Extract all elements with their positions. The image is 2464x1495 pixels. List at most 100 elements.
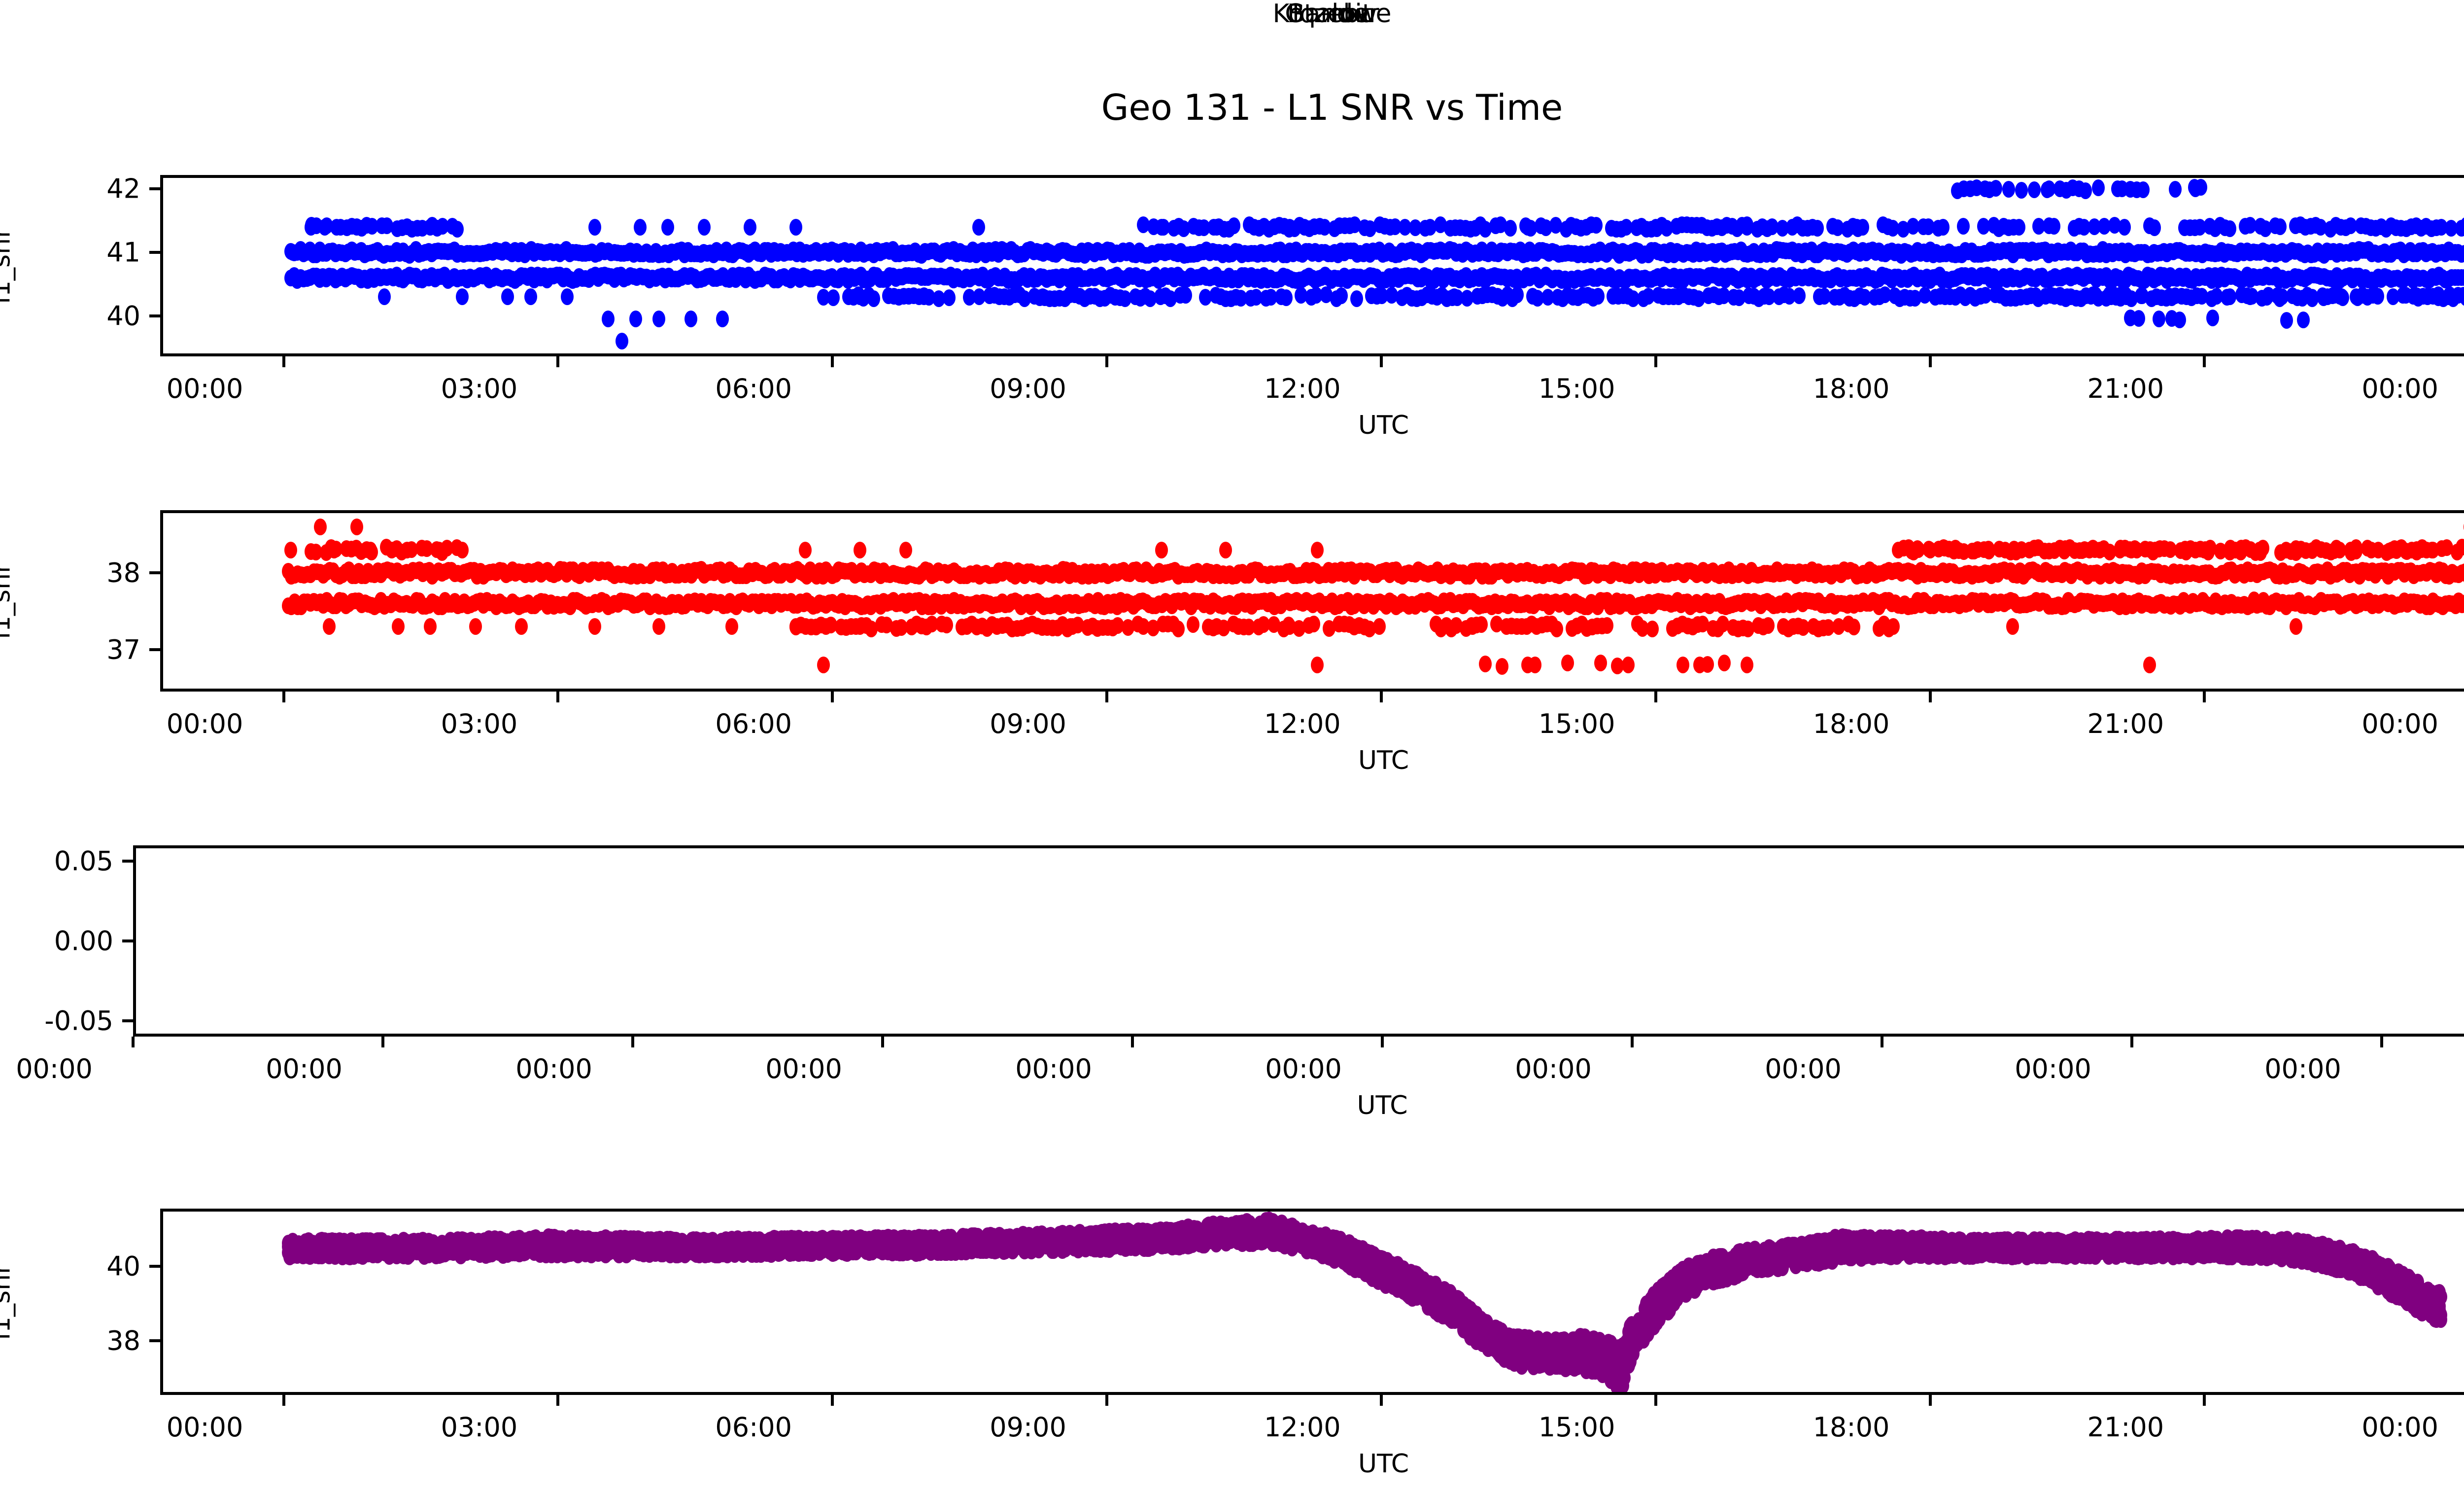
data-point bbox=[652, 311, 665, 328]
y-tick-mark-kotzebue-0 bbox=[149, 648, 160, 651]
data-point bbox=[377, 288, 391, 306]
y-tick-mark-barrow-2 bbox=[149, 187, 160, 191]
data-point bbox=[1850, 218, 1864, 236]
y-tick-mark-iqaluit-0 bbox=[122, 1019, 133, 1022]
y-tick-mark-iqaluit-1 bbox=[122, 939, 133, 942]
data-point bbox=[1504, 219, 1517, 237]
data-point bbox=[501, 288, 514, 306]
data-point bbox=[2042, 180, 2055, 198]
data-point bbox=[323, 618, 336, 635]
x-tick-mark-iqaluit-9 bbox=[2380, 1037, 2383, 1047]
data-point bbox=[853, 541, 866, 558]
data-point bbox=[1793, 287, 1806, 305]
x-axis-label-barrow: UTC bbox=[1358, 411, 1409, 440]
subplot-title-gander: Gander bbox=[1285, 0, 1379, 29]
data-point bbox=[2006, 618, 2019, 635]
data-point bbox=[1155, 218, 1168, 236]
data-point bbox=[1761, 617, 1775, 634]
data-point bbox=[2361, 288, 2374, 306]
data-point bbox=[1646, 621, 1659, 638]
plot-frame-kotzebue bbox=[160, 510, 2464, 692]
data-point bbox=[2136, 181, 2150, 199]
data-point bbox=[1279, 289, 1293, 306]
data-point bbox=[867, 290, 880, 307]
data-point bbox=[629, 311, 643, 328]
data-point bbox=[725, 618, 739, 635]
data-point bbox=[2371, 541, 2385, 558]
data-point bbox=[1171, 620, 1185, 637]
data-point bbox=[455, 541, 469, 558]
x-tick-mark-barrow-2 bbox=[831, 356, 834, 367]
data-point bbox=[423, 218, 437, 236]
x-tick-label-barrow-7: 21:00 bbox=[2087, 373, 2164, 404]
x-tick-label-iqaluit-3: 00:00 bbox=[765, 1053, 842, 1084]
data-point bbox=[2048, 218, 2060, 235]
data-point bbox=[588, 218, 601, 236]
data-point bbox=[853, 618, 866, 635]
subplot-title-kotzebue: Kotzebue bbox=[1272, 0, 1392, 29]
data-point bbox=[1741, 656, 1754, 673]
plot-area-barrow bbox=[163, 178, 2464, 353]
data-point bbox=[2280, 312, 2293, 329]
data-point bbox=[2168, 287, 2182, 305]
x-tick-mark-iqaluit-8 bbox=[2130, 1037, 2133, 1047]
x-tick-mark-barrow-5 bbox=[1654, 356, 1657, 367]
x-tick-mark-kotzebue-4 bbox=[1379, 692, 1383, 702]
data-point bbox=[602, 311, 615, 328]
data-point bbox=[2173, 312, 2187, 329]
data-point bbox=[350, 519, 364, 536]
x-tick-label-barrow-8: 00:00 bbox=[2361, 373, 2438, 404]
data-point bbox=[2097, 540, 2111, 557]
y-tick-label-barrow-0: 40 bbox=[106, 300, 140, 332]
data-point bbox=[1811, 219, 1824, 237]
data-point bbox=[588, 618, 601, 635]
data-point bbox=[433, 541, 446, 558]
data-point bbox=[1937, 218, 1950, 236]
data-point bbox=[716, 311, 729, 328]
data-point bbox=[1495, 658, 1508, 675]
data-point bbox=[2244, 288, 2257, 306]
data-point bbox=[798, 541, 812, 558]
suptitle-line-1: Geo 131 - L1 SNR vs Time bbox=[1101, 87, 1563, 128]
data-point bbox=[2296, 311, 2310, 328]
data-point bbox=[1511, 286, 1524, 303]
x-tick-label-barrow-4: 12:00 bbox=[1264, 373, 1341, 404]
x-tick-mark-iqaluit-3 bbox=[881, 1037, 884, 1047]
data-point bbox=[1187, 616, 1200, 633]
x-tick-mark-iqaluit-0 bbox=[132, 1037, 135, 1047]
subplot-title-iqaluit: Iqaluit bbox=[1292, 0, 1372, 29]
data-point bbox=[2180, 544, 2193, 561]
plot-area-gander bbox=[163, 1212, 2464, 1392]
y-axis-label-kotzebue: l1_snr bbox=[0, 562, 16, 639]
data-point bbox=[423, 618, 437, 635]
y-tick-mark-kotzebue-1 bbox=[149, 571, 160, 575]
data-point bbox=[634, 218, 647, 236]
x-tick-mark-barrow-6 bbox=[1928, 356, 1932, 367]
x-tick-mark-kotzebue-3 bbox=[1105, 692, 1109, 702]
x-tick-mark-kotzebue-0 bbox=[282, 692, 285, 702]
x-tick-label-iqaluit-1: 00:00 bbox=[266, 1053, 342, 1084]
data-point bbox=[2028, 181, 2041, 199]
data-point bbox=[2224, 220, 2237, 237]
data-point bbox=[1594, 655, 1608, 672]
x-tick-mark-barrow-4 bbox=[1379, 356, 1383, 367]
data-point bbox=[318, 218, 332, 236]
data-point bbox=[1155, 541, 1168, 558]
x-tick-mark-iqaluit-5 bbox=[1381, 1037, 1384, 1047]
data-point bbox=[698, 218, 711, 236]
data-point bbox=[469, 618, 482, 635]
data-point bbox=[616, 333, 629, 350]
data-point bbox=[2289, 618, 2302, 635]
x-tick-label-kotzebue-0: 00:00 bbox=[166, 708, 243, 739]
data-point bbox=[1307, 616, 1321, 633]
x-tick-mark-barrow-7 bbox=[2203, 356, 2206, 367]
x-tick-label-barrow-3: 09:00 bbox=[990, 373, 1066, 404]
data-point bbox=[2157, 540, 2171, 557]
data-point bbox=[1335, 287, 1348, 304]
data-point bbox=[364, 541, 377, 558]
data-point bbox=[2198, 541, 2211, 558]
data-point bbox=[2031, 539, 2045, 556]
data-point bbox=[313, 519, 327, 536]
data-point bbox=[1601, 617, 1614, 634]
x-tick-label-kotzebue-3: 09:00 bbox=[990, 708, 1066, 739]
